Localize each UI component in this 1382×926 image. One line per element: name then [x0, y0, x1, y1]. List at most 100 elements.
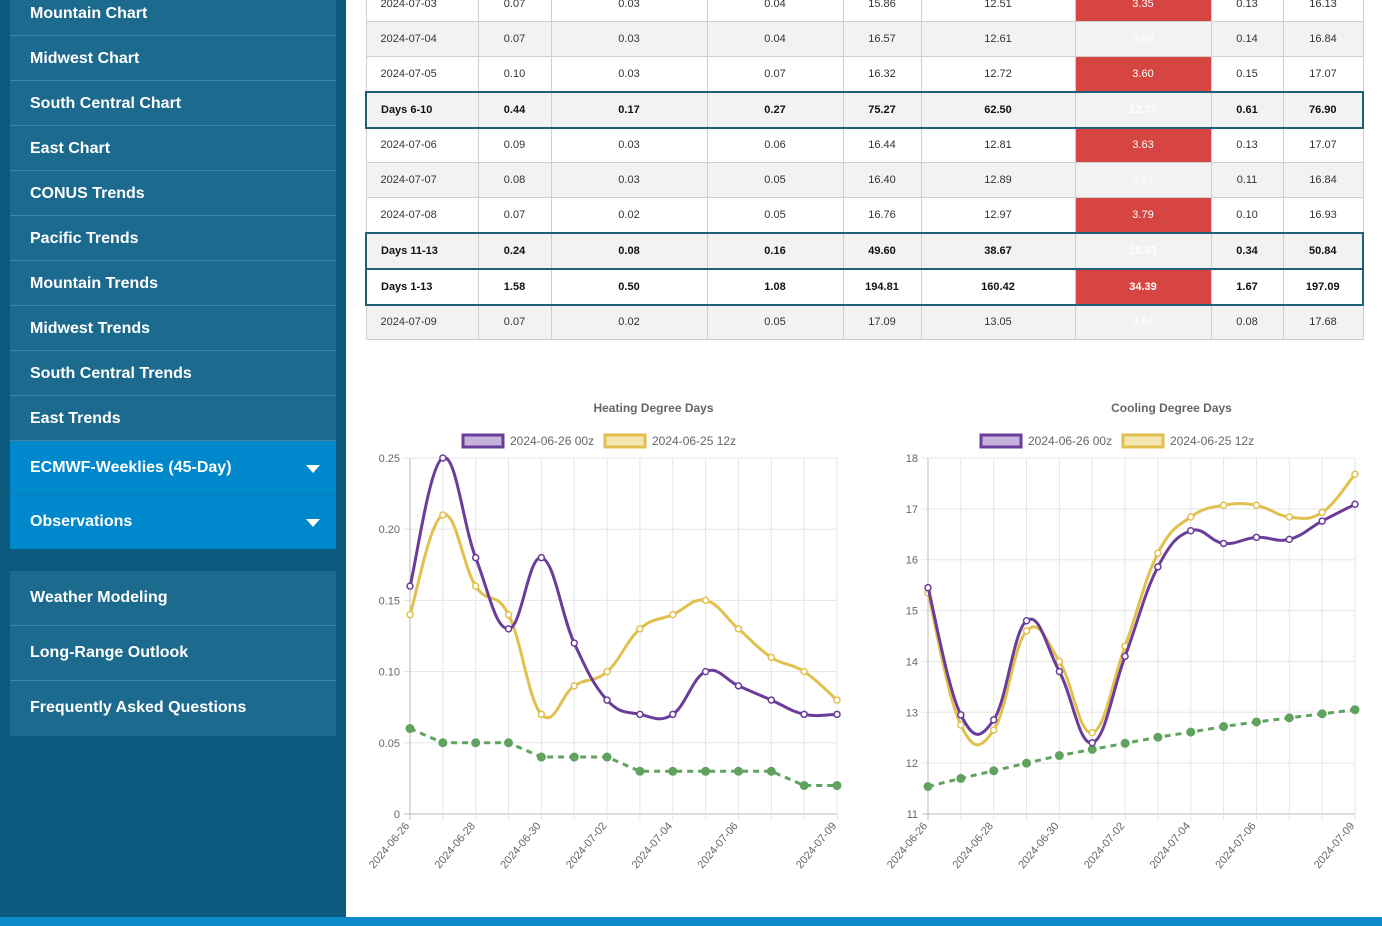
- cooling-degree-days-chart: Cooling Degree Days 2024-06-26 00z 2024-06…: [885, 401, 1360, 871]
- legend-swatch: [1121, 433, 1165, 449]
- x-tick-label: 2024-06-28: [951, 820, 996, 871]
- value-cell: 38.67: [920, 231, 1076, 270]
- data-point: [1120, 738, 1130, 748]
- y-tick-label: 17: [906, 504, 918, 516]
- value-cell: 0.13: [1210, 127, 1284, 163]
- data-point: [471, 582, 480, 590]
- x-tick-label: 2024-06-26: [885, 820, 930, 871]
- sidebar-item-mountain-trends[interactable]: Mountain Trends: [10, 261, 336, 306]
- data-point: [669, 610, 677, 619]
- table-row: 2024-07-08 0.07 0.02 0.05 16.76 12.97 3.79 0.10…: [365, 197, 1364, 233]
- data-point: [1186, 727, 1196, 737]
- data-point: [701, 596, 710, 605]
- data-point: [1252, 533, 1261, 542]
- value-cell: 16.40: [842, 162, 922, 198]
- section-long-range-outlook[interactable]: Long-Range Outlook: [10, 626, 336, 681]
- section-faq[interactable]: Frequently Asked Questions: [30, 699, 247, 716]
- sidebar-item-midwest-chart[interactable]: Midwest Chart: [10, 36, 336, 81]
- sidebar-item-pacific-trends[interactable]: Pacific Trends: [10, 216, 336, 261]
- value-cell: 16.44: [842, 127, 922, 163]
- x-tick-label: 2024-07-02: [1082, 820, 1127, 871]
- x-tick-label: 2024-07-04: [630, 820, 675, 871]
- value-cell: 0.11: [1210, 162, 1284, 198]
- value-cell: 16.13: [1282, 0, 1364, 22]
- data-point: [570, 682, 578, 690]
- value-cell: 1.08: [706, 267, 844, 306]
- sidebar-item-conus-trends[interactable]: CONUS Trends: [10, 171, 336, 216]
- data-point: [800, 710, 808, 719]
- data-point: [799, 781, 809, 791]
- data-point: [569, 752, 579, 762]
- value-cell: 17.09: [842, 304, 922, 340]
- data-point: [1154, 549, 1162, 557]
- data-point: [1251, 717, 1261, 727]
- dropdown-ecmwf-weeklies-label: ECMWF-Weeklies (45-Day): [30, 459, 232, 476]
- value-cell: 15.86: [842, 0, 922, 22]
- data-point: [1285, 535, 1294, 544]
- data-point: [734, 625, 743, 633]
- value-cell: 0.09: [477, 127, 552, 163]
- sidebar-item-east-chart[interactable]: East Chart: [10, 126, 336, 171]
- value-cell: 197.09: [1282, 267, 1364, 306]
- dropdown-ecmwf-weeklies[interactable]: ECMWF-Weeklies (45-Day): [10, 441, 336, 495]
- value-cell: 3.51: [1074, 162, 1212, 198]
- value-cell: 3.96: [1074, 21, 1212, 57]
- legend-label: 2024-06-26 00z: [1028, 434, 1112, 448]
- data-point: [669, 710, 677, 719]
- value-cell: 0.08: [550, 231, 708, 270]
- data-point: [924, 583, 932, 592]
- sidebar-menu: Mountain Chart Midwest Chart South Centr…: [10, 0, 336, 549]
- section-weather-modeling[interactable]: Weather Modeling: [10, 571, 336, 626]
- sidebar-item-south-central-chart[interactable]: South Central Chart: [10, 81, 336, 126]
- sidebar-item-midwest-trends[interactable]: Midwest Trends: [10, 306, 336, 351]
- dropdown-observations[interactable]: Observations: [10, 495, 336, 549]
- data-point: [406, 610, 414, 619]
- data-point: [767, 696, 776, 704]
- value-cell: 0.07: [706, 56, 844, 92]
- data-point: [833, 710, 841, 719]
- x-tick-label: 2024-07-04: [1148, 820, 1193, 871]
- data-point: [701, 667, 710, 676]
- value-cell: 0.03: [550, 0, 708, 22]
- data-point: [636, 625, 644, 633]
- data-point: [1350, 705, 1360, 715]
- value-cell: 4.04: [1074, 304, 1212, 340]
- data-point: [668, 766, 678, 776]
- value-cell: 1.58: [477, 267, 552, 306]
- data-point: [956, 773, 966, 783]
- data-point: [603, 667, 611, 676]
- data-point: [537, 710, 546, 719]
- value-cell: 0.17: [550, 90, 708, 129]
- value-cell: 0.04: [706, 21, 844, 57]
- x-tick-label: 2024-07-06: [1213, 820, 1258, 871]
- value-cell: 12.89: [920, 162, 1076, 198]
- summary-row: Days 6-10 0.44 0.17 0.27 75.27 62.50 12.77 0.61…: [365, 90, 1364, 129]
- value-cell: 12.61: [920, 21, 1076, 57]
- value-cell: 0.10: [1210, 197, 1284, 233]
- value-cell: 0.03: [550, 162, 708, 198]
- data-point: [832, 781, 842, 791]
- data-point: [1022, 758, 1032, 768]
- value-cell: 17.07: [1282, 56, 1364, 92]
- data-point: [1154, 563, 1162, 571]
- row-label-cell: Days 6-10: [365, 90, 479, 129]
- value-cell: 49.60: [842, 231, 922, 270]
- value-cell: 0.50: [550, 267, 708, 306]
- sidebar-item-east-trends[interactable]: East Trends: [10, 396, 336, 441]
- table-row: 2024-07-04 0.07 0.03 0.04 16.57 12.61 3.96 0.14…: [365, 21, 1364, 57]
- sidebar-item-south-central-trends[interactable]: South Central Trends: [10, 351, 336, 396]
- value-cell: 0.13: [1210, 0, 1284, 22]
- x-tick-label: 2024-06-30: [498, 820, 543, 871]
- row-label-cell: 2024-07-06: [365, 127, 479, 163]
- value-cell: 16.76: [842, 197, 922, 233]
- data-point: [1022, 627, 1031, 635]
- legend-label: 2024-06-26 00z: [510, 434, 594, 448]
- sidebar-item-mountain-chart[interactable]: Mountain Chart: [10, 0, 336, 36]
- x-tick-label: 2024-07-09: [1312, 820, 1357, 871]
- data-point: [406, 582, 414, 590]
- value-cell: 0.02: [550, 197, 708, 233]
- y-tick-label: 16: [906, 555, 918, 567]
- data-point: [1219, 501, 1228, 510]
- value-cell: 0.34: [1210, 231, 1284, 270]
- data-point: [438, 738, 448, 748]
